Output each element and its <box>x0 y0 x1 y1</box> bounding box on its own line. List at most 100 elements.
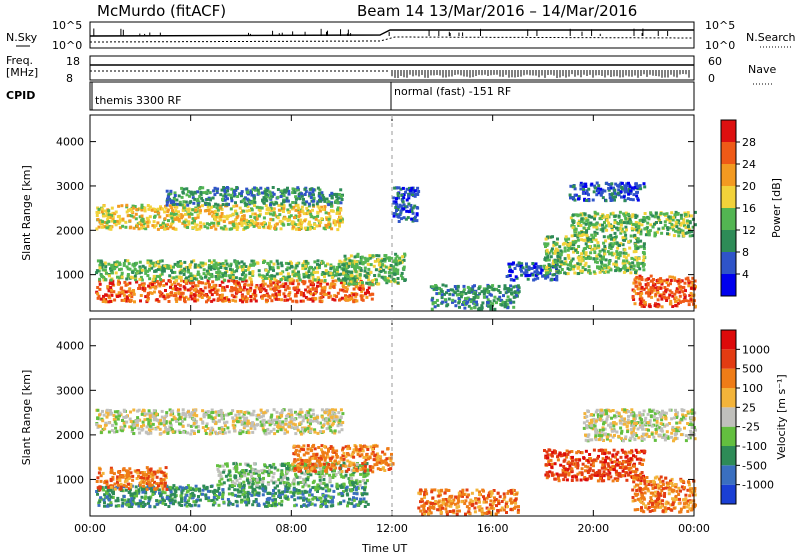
data-cell <box>131 271 135 274</box>
data-cell <box>120 498 124 502</box>
data-cell <box>326 499 330 503</box>
data-cell <box>483 290 487 294</box>
data-cell <box>486 290 490 294</box>
data-cell <box>233 484 236 487</box>
data-cell <box>258 206 262 210</box>
data-cell <box>611 211 615 215</box>
data-cell <box>165 214 169 218</box>
data-cell <box>578 213 582 217</box>
data-cell <box>232 295 236 299</box>
data-cell <box>301 485 305 489</box>
data-cell <box>471 285 475 289</box>
data-cell <box>562 262 566 265</box>
data-cell <box>105 221 109 225</box>
data-cell <box>304 264 308 268</box>
data-cell <box>291 187 295 191</box>
data-cell <box>261 493 265 497</box>
data-cell <box>367 267 371 271</box>
data-cell <box>286 208 290 212</box>
data-cell <box>512 300 516 304</box>
data-cell <box>309 212 313 216</box>
data-cell <box>222 296 226 300</box>
data-cell <box>462 290 466 294</box>
data-cell <box>166 200 169 204</box>
data-cell <box>187 222 191 226</box>
data-cell <box>250 201 254 205</box>
data-cell <box>234 283 238 287</box>
data-cell <box>259 186 263 190</box>
data-cell <box>236 225 240 229</box>
data-cell <box>633 257 636 261</box>
data-cell <box>455 293 459 297</box>
data-cell <box>165 495 169 499</box>
data-cell <box>659 280 663 284</box>
data-cell <box>174 287 178 291</box>
nsearch-label: N.Search <box>746 31 796 44</box>
data-cell <box>384 265 388 269</box>
data-cell <box>596 189 600 193</box>
data-cell <box>580 217 584 221</box>
data-cell <box>415 219 419 223</box>
data-cell <box>545 252 548 256</box>
data-cell <box>129 499 133 503</box>
data-cell <box>214 218 218 222</box>
data-cell <box>649 274 653 278</box>
data-cell <box>638 184 642 188</box>
data-cell <box>495 301 498 305</box>
data-cell <box>512 285 516 289</box>
data-cell <box>212 286 216 289</box>
data-cell <box>555 274 559 278</box>
data-cell <box>453 285 457 288</box>
data-cell <box>317 206 321 210</box>
data-cell <box>392 214 396 218</box>
data-cell <box>275 222 279 226</box>
data-cell <box>196 203 200 207</box>
data-cell <box>407 202 411 206</box>
data-cell <box>240 190 244 194</box>
data-cell <box>218 492 222 496</box>
data-cell <box>639 232 643 236</box>
data-cell <box>173 191 177 195</box>
data-cell <box>195 277 199 281</box>
data-cell <box>166 223 170 227</box>
data-cell <box>573 193 577 197</box>
data-cell <box>300 192 304 196</box>
data-cell <box>105 211 109 215</box>
data-cell <box>117 504 121 508</box>
data-cell <box>339 501 342 505</box>
data-cell <box>171 226 175 230</box>
data-cell <box>576 266 580 270</box>
data-cell <box>654 292 658 296</box>
data-cell <box>187 297 190 301</box>
data-cell <box>110 288 114 292</box>
data-cell <box>109 299 112 303</box>
data-cell <box>676 212 680 216</box>
data-cell <box>597 191 601 195</box>
data-cell <box>207 296 211 300</box>
data-cell <box>266 226 270 230</box>
data-cell <box>654 294 657 298</box>
data-cell <box>622 270 626 274</box>
data-cell <box>686 276 690 280</box>
data-cell <box>299 293 303 297</box>
data-cell <box>587 227 591 230</box>
data-cell <box>634 221 638 224</box>
data-cell <box>215 271 219 274</box>
data-cell <box>266 497 270 501</box>
data-cell <box>134 502 138 506</box>
data-cell <box>681 229 685 233</box>
data-cell <box>622 254 626 258</box>
data-cell <box>382 268 386 272</box>
data-cell <box>517 286 521 290</box>
data-cell <box>624 211 628 215</box>
data-cell <box>134 217 138 221</box>
data-cell <box>674 210 678 214</box>
data-cell <box>140 278 144 282</box>
data-cell <box>643 303 647 307</box>
data-cell <box>635 228 639 232</box>
data-cell <box>163 491 167 495</box>
data-cell <box>231 222 235 226</box>
data-cell <box>582 188 585 191</box>
data-cell <box>215 206 219 210</box>
data-cell <box>359 497 363 501</box>
